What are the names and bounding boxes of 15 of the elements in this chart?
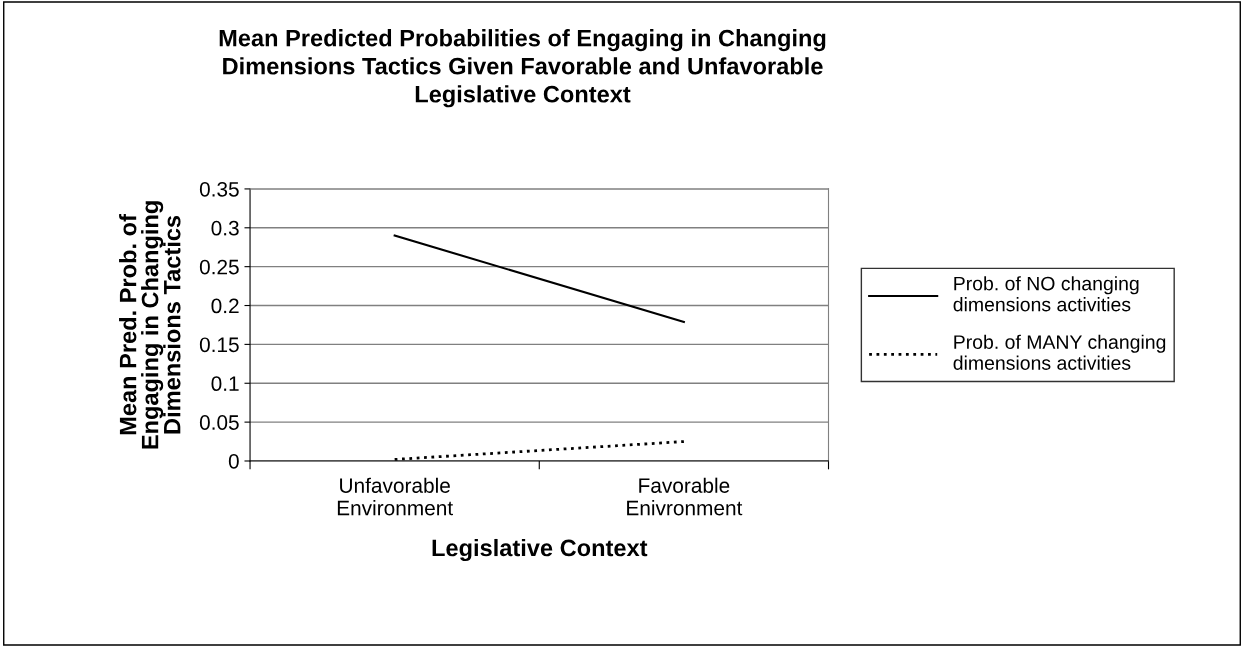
y-tick-label: 0.2 xyxy=(211,298,239,314)
y-tick-label: 0.1 xyxy=(211,376,239,392)
x-axis-title: Legislative Context xyxy=(432,538,648,562)
y-tick-label: 0.35 xyxy=(199,181,239,197)
legend-label: Prob. of MANY changing dimensions activities xyxy=(953,334,1166,370)
y-tick-label: 0.15 xyxy=(199,337,239,353)
x-tick-label: Favorable Enivronment xyxy=(627,477,743,516)
chart-title: Mean Predicted Probabilities of Engaging in Changing Dimensions Tactics Given Favorable and Unfavorable Legislative Context xyxy=(219,29,826,108)
y-tick-label: 0.3 xyxy=(211,220,239,236)
y-tick-label: 0 xyxy=(228,453,239,469)
legend-label: Prob. of NO changing dimensions activities xyxy=(953,276,1139,312)
y-axis-title: Mean Pred. Prob. of Engaging in Changing Dimensions Tactics xyxy=(119,201,181,449)
y-tick-label: 0.05 xyxy=(199,415,239,430)
x-tick-label: Unfavorable Environment xyxy=(337,477,453,516)
y-tick-label: 0.25 xyxy=(199,259,239,275)
